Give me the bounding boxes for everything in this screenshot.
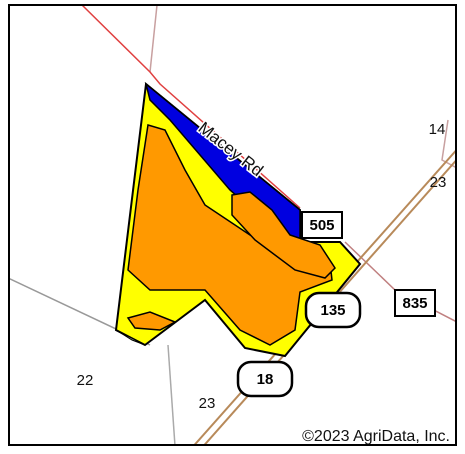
section-label: 23 [430, 174, 447, 191]
section-label: 23 [199, 395, 216, 412]
section-line [167, 344, 176, 445]
soil-zone [231, 191, 336, 279]
route-number: 505 [309, 217, 334, 234]
map-frame [8, 4, 457, 446]
section-label: 14 [429, 121, 446, 138]
route-shield [394, 289, 436, 317]
soil-zone [115, 329, 146, 346]
soil-zone [127, 124, 333, 346]
route-number: 18 [257, 371, 274, 388]
soil-zone [126, 311, 177, 331]
section-line [149, 5, 158, 73]
route-number: 135 [320, 302, 345, 319]
route-shield [304, 291, 362, 329]
map-layers [9, 5, 456, 445]
road-line [81, 5, 301, 209]
copyright: ©2023 AgriData, Inc. [302, 428, 450, 445]
route-number: 835 [402, 295, 427, 312]
route-shield [236, 360, 294, 398]
route-shield [301, 211, 343, 239]
section-label: 22 [77, 372, 94, 389]
